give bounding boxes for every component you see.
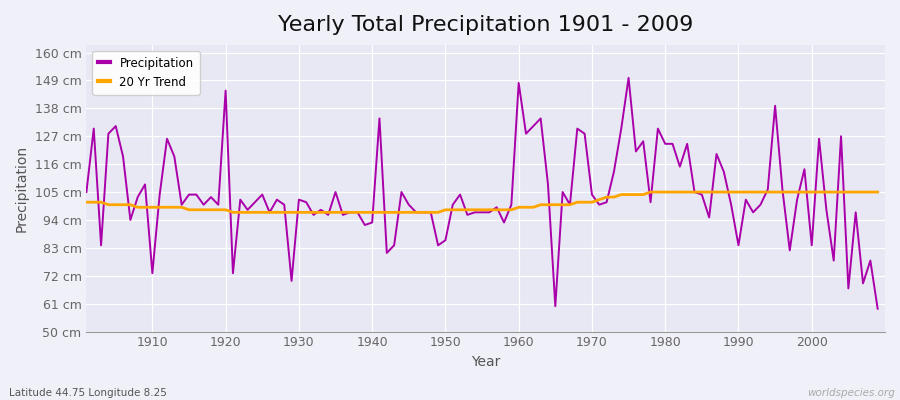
Precipitation: [345, 210, 356, 215]
20 Yr Trend: [645, 190, 656, 194]
Text: Latitude 44.75 Longitude 8.25: Latitude 44.75 Longitude 8.25: [9, 388, 166, 398]
20 Yr Trend: [513, 205, 524, 210]
20 Yr Trend: [608, 195, 619, 200]
20 Yr Trend: [81, 200, 92, 204]
Legend: Precipitation, 20 Yr Trend: Precipitation, 20 Yr Trend: [93, 51, 200, 94]
Text: worldspecies.org: worldspecies.org: [807, 388, 896, 398]
20 Yr Trend: [352, 210, 363, 215]
Line: Precipitation: Precipitation: [86, 78, 878, 309]
Precipitation: [513, 80, 524, 85]
20 Yr Trend: [520, 205, 531, 210]
Precipitation: [140, 182, 150, 187]
Precipitation: [301, 200, 311, 204]
Line: 20 Yr Trend: 20 Yr Trend: [86, 192, 878, 212]
20 Yr Trend: [228, 210, 238, 215]
Precipitation: [601, 200, 612, 204]
Title: Yearly Total Precipitation 1901 - 2009: Yearly Total Precipitation 1901 - 2009: [278, 15, 693, 35]
Precipitation: [623, 76, 634, 80]
20 Yr Trend: [140, 205, 150, 210]
X-axis label: Year: Year: [471, 355, 500, 369]
Precipitation: [506, 202, 517, 207]
Precipitation: [81, 190, 92, 194]
Precipitation: [872, 306, 883, 311]
20 Yr Trend: [872, 190, 883, 194]
Y-axis label: Precipitation: Precipitation: [15, 145, 29, 232]
20 Yr Trend: [308, 210, 319, 215]
